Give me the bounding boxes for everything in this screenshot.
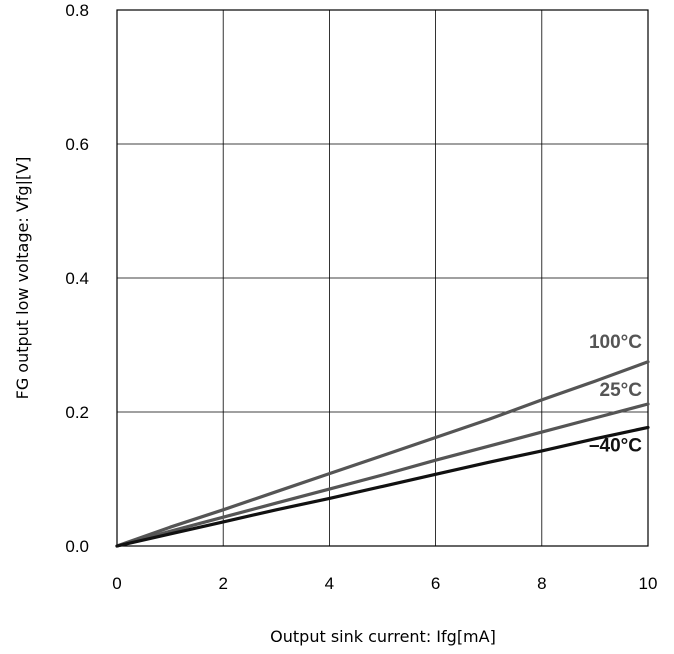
x-tick-label-2: 4: [325, 574, 334, 593]
plot-area: [116, 9, 649, 547]
tick-labels: 0 2 4 6 8 10 0.0 0.2 0.4 0.6 0.8: [65, 1, 657, 593]
x-axis-title: Output sink current: Ifg[mA]: [270, 627, 496, 646]
x-tick-label-5: 10: [639, 574, 658, 593]
series-line-1: [115, 402, 650, 548]
x-tick-label-4: 8: [537, 574, 546, 593]
y-tick-label-1: 0.2: [65, 403, 89, 422]
series-line-2: [115, 425, 650, 548]
series-labels: 100°C 25°C –40°C: [589, 332, 642, 457]
grid: [116, 9, 649, 547]
series-label-2: –40°C: [589, 435, 642, 456]
x-tick-label-1: 2: [218, 574, 227, 593]
series-label-0: 100°C: [589, 332, 642, 353]
y-axis-title: FG output low voltage: Vfg|[V]: [13, 157, 32, 400]
x-tick-label-3: 6: [431, 574, 440, 593]
x-tick-label-0: 0: [112, 574, 121, 593]
series-label-1: 25°C: [600, 380, 643, 401]
y-tick-label-4: 0.8: [65, 1, 89, 20]
y-tick-label-3: 0.6: [65, 135, 89, 154]
y-tick-label-0: 0.0: [65, 537, 89, 556]
y-tick-label-2: 0.4: [65, 269, 89, 288]
series-lines: [115, 360, 650, 548]
series-line-0: [115, 360, 650, 548]
